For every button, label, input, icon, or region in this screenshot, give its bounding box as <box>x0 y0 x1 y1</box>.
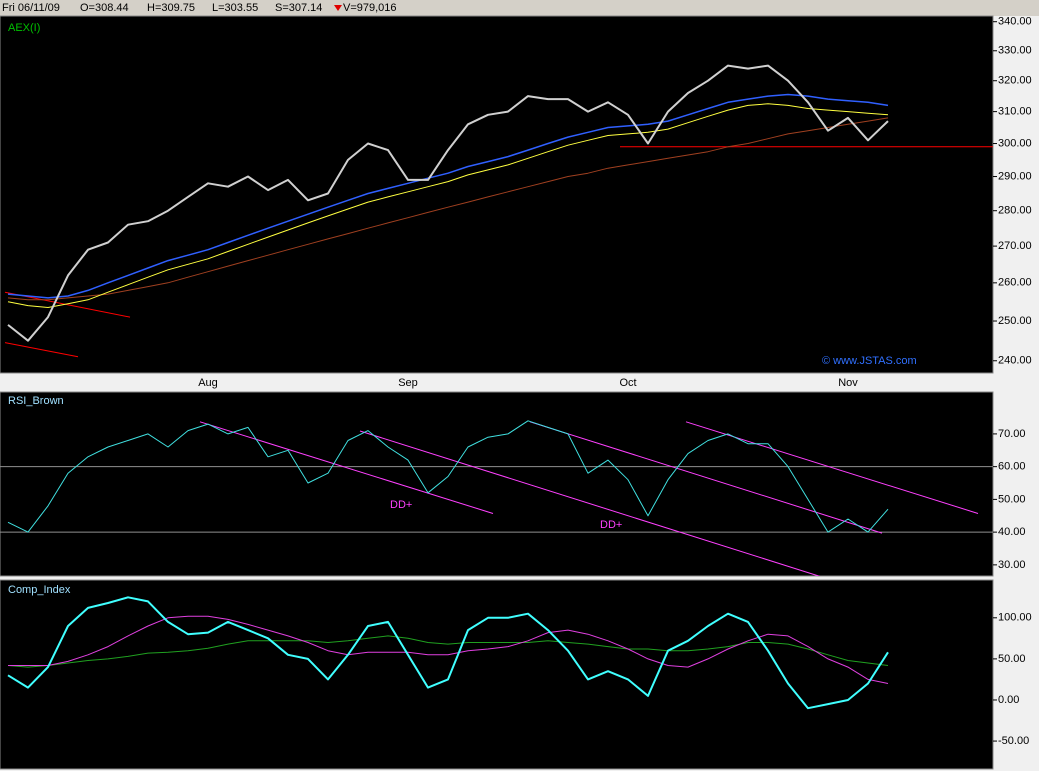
y-tick-label: 260.00 <box>998 277 1032 289</box>
plot-area <box>0 420 993 576</box>
x-tick-label: Sep <box>398 377 418 389</box>
y-tick-label: 30.00 <box>998 559 1026 571</box>
x-tick-label: Nov <box>838 377 858 389</box>
trend-line <box>529 421 883 534</box>
y-tick-label: 250.00 <box>998 315 1032 327</box>
y-tick-label: 240.00 <box>998 355 1032 367</box>
trend-line <box>359 430 821 576</box>
series-line <box>7 117 889 301</box>
y-tick-label: 340.00 <box>998 16 1032 28</box>
y-tick-label: 0.00 <box>998 694 1019 706</box>
header-open: O=308.44 <box>80 2 129 14</box>
trend-line <box>199 421 494 514</box>
series-line <box>7 64 889 342</box>
y-tick-label: 330.00 <box>998 45 1032 57</box>
y-tick-label: 70.00 <box>998 428 1026 440</box>
trend-line <box>4 342 79 358</box>
header-volume: V=979,016 <box>343 2 397 14</box>
header-high: H=309.75 <box>147 2 195 14</box>
panel-background <box>0 391 994 577</box>
x-tick-label: Aug <box>198 377 218 389</box>
header-low: L=303.55 <box>212 2 258 14</box>
series-line <box>8 615 889 684</box>
series-line <box>7 596 889 710</box>
header-date: Fri 06/11/09 <box>2 2 60 14</box>
y-tick-label: 100.00 <box>998 612 1032 624</box>
y-tick-label: 310.00 <box>998 106 1032 118</box>
y-tick-label: 320.00 <box>998 75 1032 87</box>
y-tick-label: 290.00 <box>998 170 1032 182</box>
y-tick-label: 50.00 <box>998 653 1026 665</box>
header-bar <box>0 0 1039 16</box>
y-tick-label: -50.00 <box>998 735 1029 747</box>
annotation: DD+ <box>390 499 412 511</box>
down-arrow <box>334 5 342 11</box>
y-tick-label: 50.00 <box>998 493 1026 505</box>
y-tick-label: 40.00 <box>998 526 1026 538</box>
panel-title: AEX(I) <box>8 22 40 34</box>
series-line <box>7 93 889 299</box>
y-tick-label: 300.00 <box>998 137 1032 149</box>
series-line <box>7 103 889 308</box>
y-tick-label: 270.00 <box>998 240 1032 252</box>
layers <box>0 64 993 710</box>
panel-title: Comp_Index <box>8 584 71 596</box>
x-tick-label: Oct <box>619 377 636 389</box>
copyright: © www.JSTAS.com <box>822 355 917 367</box>
series-line <box>7 420 889 533</box>
y-tick-label: 280.00 <box>998 205 1032 217</box>
panel-title: RSI_Brown <box>8 395 64 407</box>
y-tick-label: 60.00 <box>998 461 1026 473</box>
plot-area <box>7 596 889 710</box>
header-close: S=307.14 <box>275 2 322 14</box>
panel-background <box>0 579 994 770</box>
annotation: DD+ <box>600 519 622 531</box>
plot-area <box>4 64 993 358</box>
